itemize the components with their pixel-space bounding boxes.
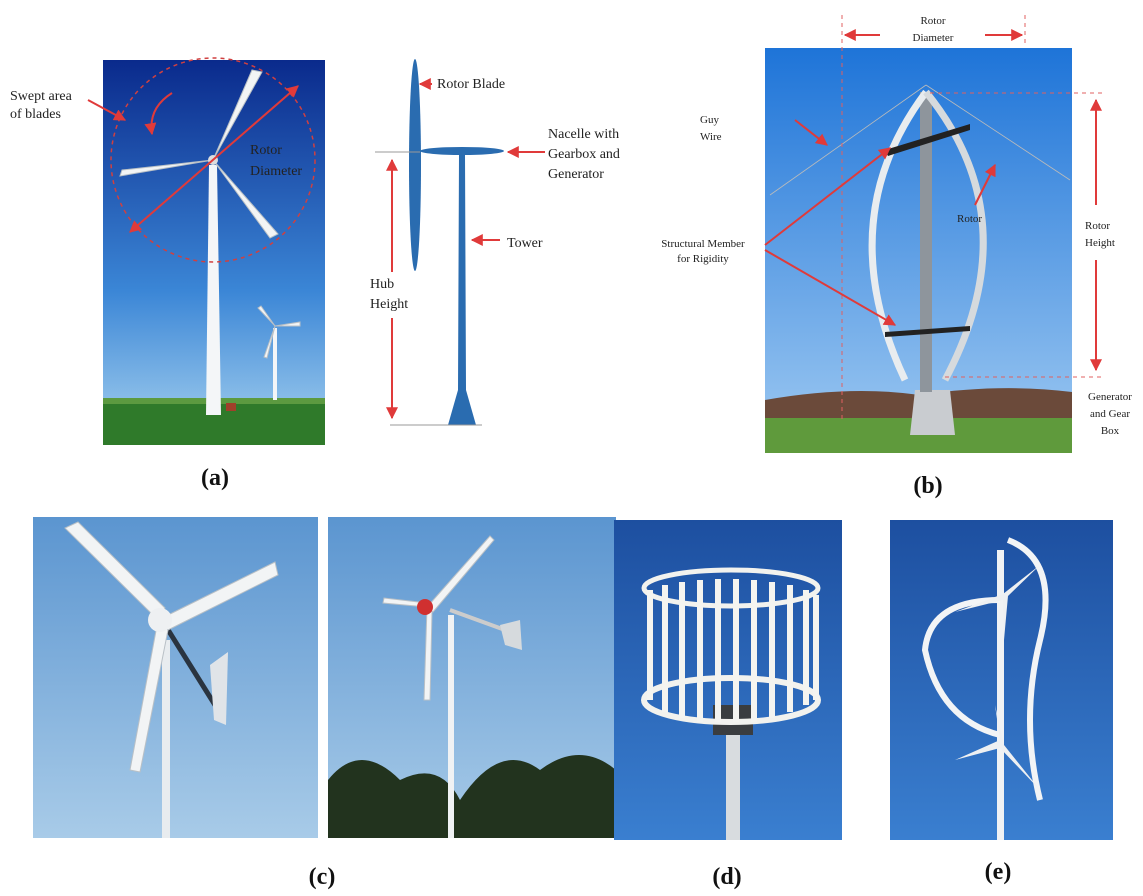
annotation: Guy bbox=[700, 114, 719, 126]
photo-d bbox=[614, 520, 842, 840]
annotation: Hub bbox=[370, 277, 394, 292]
panel-label: (a) bbox=[201, 465, 229, 491]
photo-b bbox=[765, 15, 1102, 453]
annotation: Rotor bbox=[957, 213, 982, 225]
annotation: Wire bbox=[700, 131, 722, 143]
annotation: Generator bbox=[548, 167, 604, 182]
photo-c bbox=[33, 517, 616, 838]
annotation: of blades bbox=[10, 107, 61, 122]
photo-e bbox=[890, 520, 1113, 840]
figure: Swept area of blades Rotor Diameter Roto… bbox=[0, 0, 1143, 896]
annotation: and Gear bbox=[1090, 408, 1130, 420]
annotation: Structural Member bbox=[661, 238, 745, 250]
panel-label: (d) bbox=[712, 864, 741, 890]
annotation: Box bbox=[1101, 425, 1120, 437]
annotation: Height bbox=[1085, 237, 1115, 249]
annotation: Diameter bbox=[913, 32, 954, 44]
annotation: Rotor Blade bbox=[437, 77, 505, 92]
annotation: for Rigidity bbox=[677, 253, 729, 265]
annotation: Rotor bbox=[1085, 220, 1110, 232]
photo-a bbox=[88, 58, 325, 445]
panel-label: (c) bbox=[309, 864, 336, 890]
panel-label: (b) bbox=[913, 473, 942, 499]
annotation: Rotor bbox=[250, 143, 282, 158]
annotation: Swept area bbox=[10, 89, 73, 104]
annotation: Height bbox=[370, 297, 408, 312]
annotation: Tower bbox=[507, 236, 543, 251]
annotation: Nacelle with bbox=[548, 127, 619, 142]
annotation: Gearbox and bbox=[548, 147, 620, 162]
panel-label: (e) bbox=[985, 859, 1012, 885]
annotation: Generator bbox=[1088, 391, 1132, 403]
annotation: Rotor bbox=[920, 15, 945, 27]
annotation: Diameter bbox=[250, 164, 302, 179]
